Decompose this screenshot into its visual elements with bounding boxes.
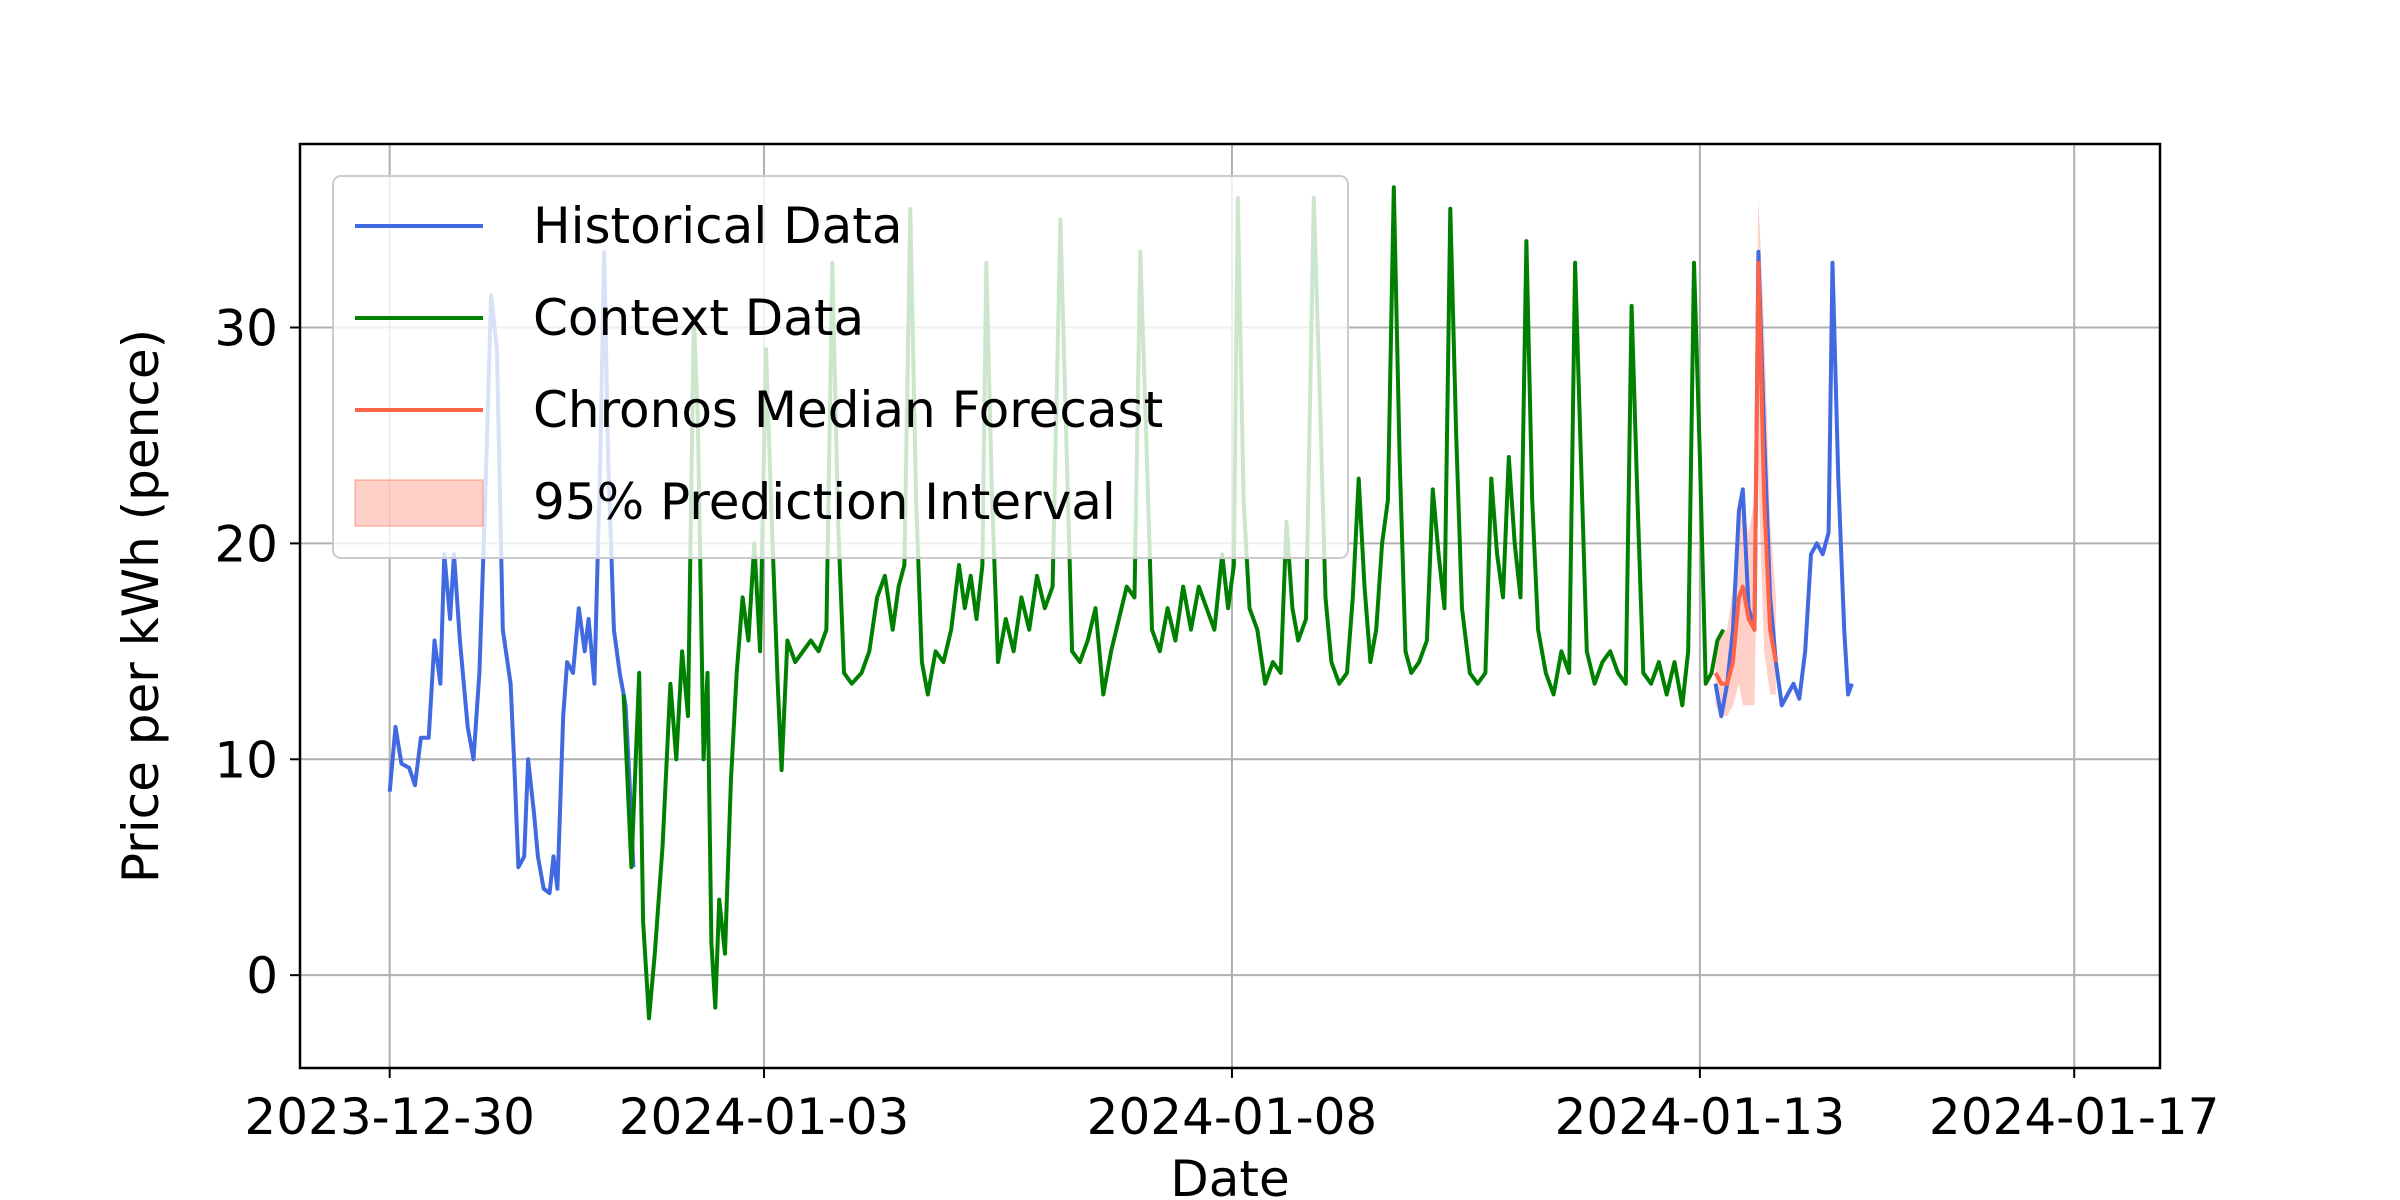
y-tick-label: 30: [214, 300, 278, 358]
series-layer: [387, 185, 1854, 1021]
legend: Historical Data Context Data Chronos Media…: [332, 175, 1349, 559]
plot-frame: [298, 142, 2162, 1070]
x-axis-label: Date: [1170, 1150, 1290, 1200]
y-tick-label: 20: [214, 515, 278, 573]
context-data-line: [621, 185, 1726, 1021]
y-tick-label: 10: [214, 731, 278, 789]
x-tick-label: 2024-01-03: [619, 1088, 910, 1146]
x-tick-label: 2024-01-08: [1087, 1088, 1378, 1146]
y-tick-label: 0: [246, 947, 278, 1005]
x-tick-label: 2023-12-30: [244, 1088, 535, 1146]
chronos-median-forecast-line: [1713, 260, 1778, 686]
legend-frame: [332, 175, 1349, 559]
legend-label: 95% Prediction Interval: [533, 473, 1116, 531]
y-axis: 0 10 20 30: [214, 300, 300, 1005]
x-tick-label: 2024-01-17: [1929, 1088, 2220, 1146]
x-tick-label: 2024-01-13: [1555, 1088, 1846, 1146]
historical-data-test-window-line: [1713, 249, 1854, 719]
legend-label: Historical Data: [533, 197, 902, 255]
historical-data-line: [387, 249, 636, 896]
legend-swatch: [354, 479, 484, 527]
x-axis: 2023-12-30 2024-01-03 2024-01-08 2024-01-13…: [244, 1068, 2220, 1146]
legend-label: Chronos Median Forecast: [533, 381, 1163, 439]
legend-label: Context Data: [533, 289, 864, 347]
y-axis-label: Price per kWh (pence): [112, 329, 170, 883]
